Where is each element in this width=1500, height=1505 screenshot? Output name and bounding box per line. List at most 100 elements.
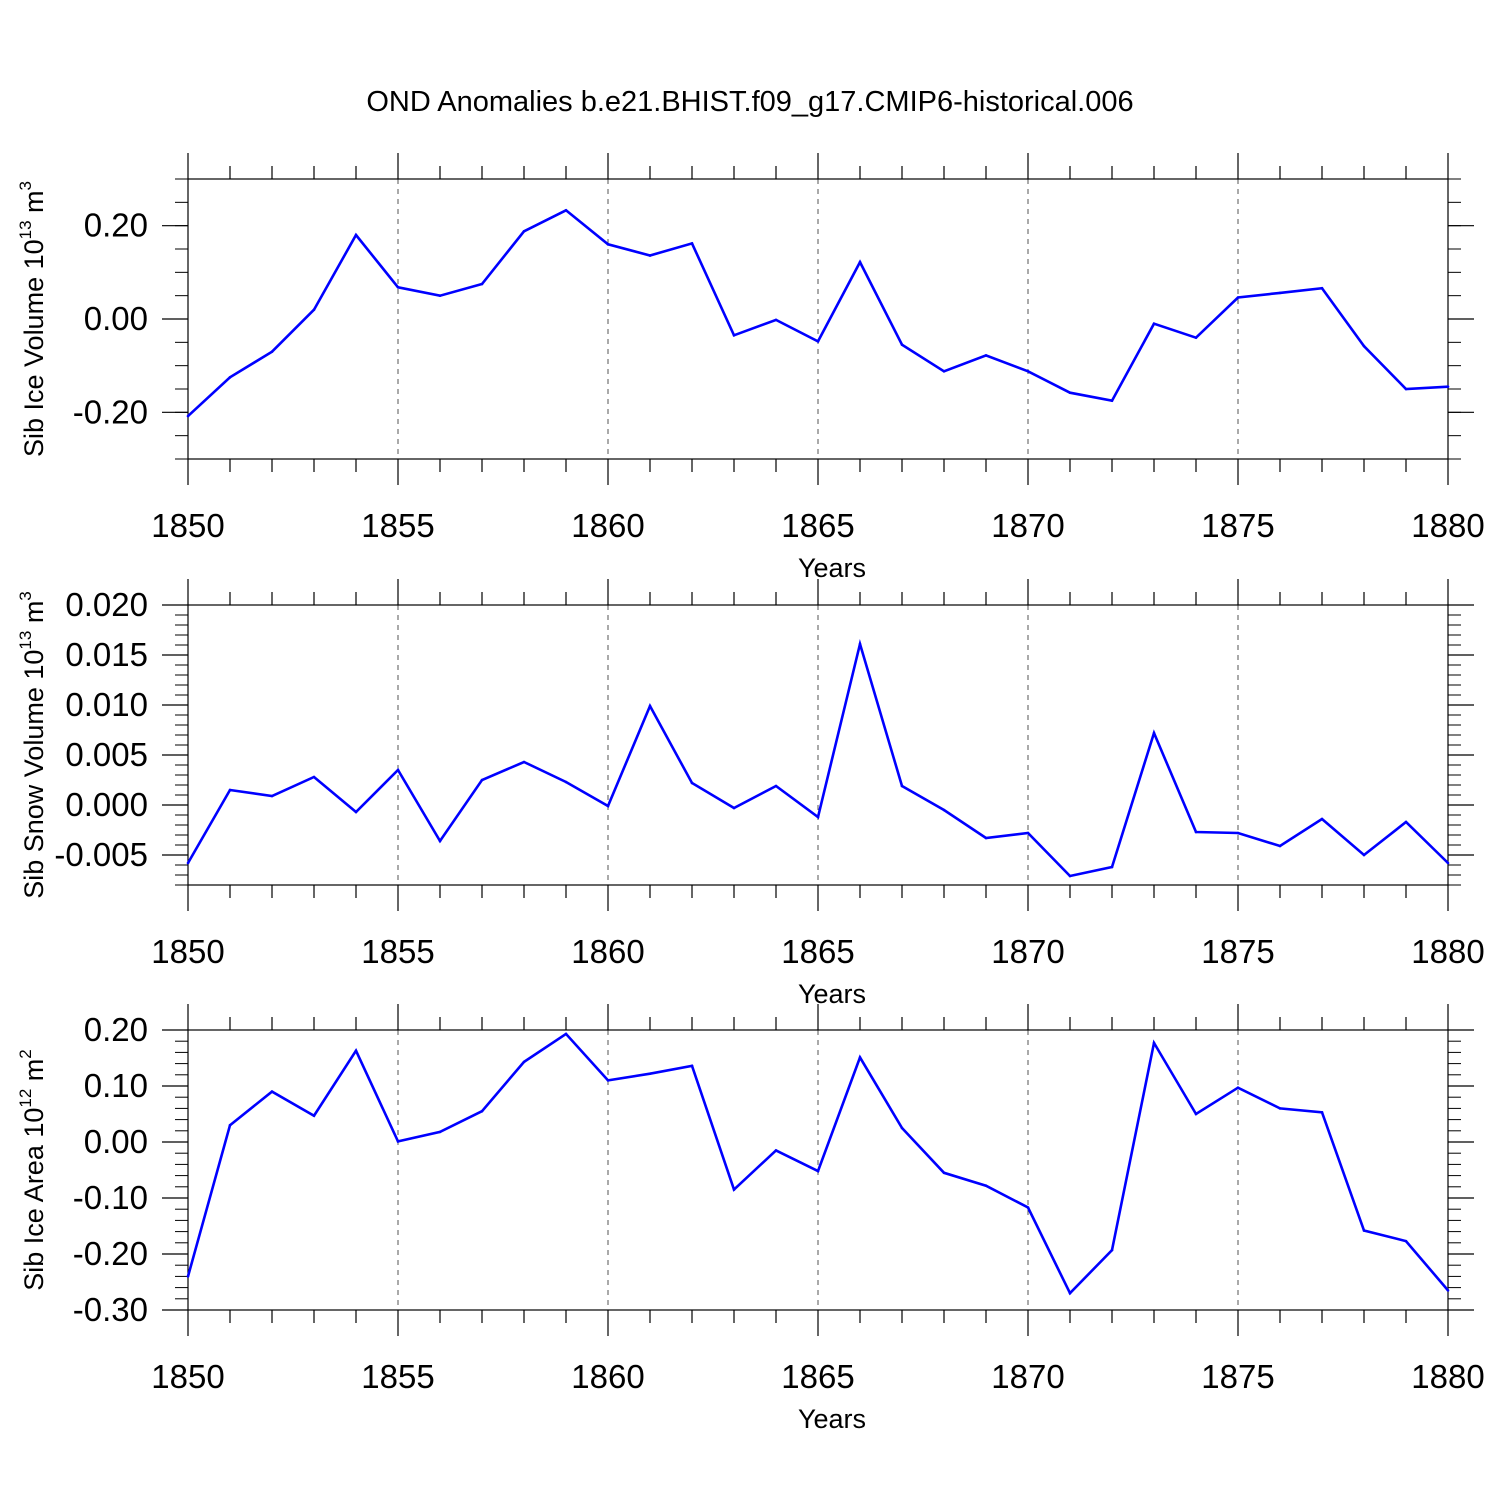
data-point	[186, 1275, 190, 1278]
x-tick-label: 1880	[1411, 1358, 1484, 1395]
chart-panel-1: 1850 1855 1860 1865 1870 1875 1880 -0.20 0.00 0.2…	[16, 153, 1485, 583]
data-point	[1404, 1239, 1408, 1243]
data-point	[564, 208, 568, 212]
data-point	[186, 861, 190, 865]
y-label-text: m	[19, 601, 49, 631]
data-point	[690, 781, 694, 785]
data-point	[1278, 1107, 1282, 1110]
data-point	[984, 836, 988, 840]
data-point	[1068, 391, 1072, 395]
data-point	[354, 1049, 358, 1053]
data-point	[774, 1149, 778, 1152]
y-label-superscript: 12	[16, 1089, 35, 1108]
data-point	[1446, 861, 1450, 865]
data-point	[816, 815, 820, 819]
data-point	[732, 334, 736, 337]
y-tick-label: 0.010	[65, 686, 148, 723]
x-tick-label: 1875	[1201, 1358, 1274, 1395]
data-point	[1026, 369, 1030, 373]
x-axis-label: Years	[798, 1404, 866, 1434]
data-point	[1152, 322, 1156, 325]
data-point	[1110, 865, 1114, 869]
data-point	[900, 784, 904, 788]
data-point	[1320, 286, 1324, 290]
x-tick-label: 1850	[151, 1358, 224, 1395]
x-tick-label: 1860	[571, 1358, 644, 1395]
data-point	[942, 808, 946, 812]
chart-panel-3: 1850 1855 1860 1865 1870 1875 1880 -0.30 -0.20 -0…	[16, 1004, 1485, 1434]
y-axis-label: Sib Ice Area 1012 m2	[16, 1049, 49, 1291]
data-point	[1110, 1248, 1114, 1252]
data-point	[1236, 831, 1240, 835]
y-label-text: Sib Snow Volume 10	[19, 650, 49, 899]
y-label-superscript: 2	[16, 1049, 35, 1058]
y-label-text: Sib Ice Area 10	[19, 1108, 49, 1291]
y-tick-label: 0.00	[84, 1123, 148, 1160]
y-tick-label: 0.015	[65, 636, 148, 673]
data-point	[816, 1169, 820, 1173]
data-point	[1404, 820, 1408, 824]
data-point	[648, 254, 652, 257]
data-point	[522, 760, 526, 764]
data-point	[774, 318, 778, 322]
y-tick-label: 0.00	[84, 300, 148, 337]
y-tick-label: 0.10	[84, 1067, 148, 1104]
data-point	[1026, 831, 1030, 835]
x-tick-label: 1855	[361, 507, 434, 544]
data-point	[648, 1072, 652, 1075]
data-point	[228, 1123, 232, 1127]
y-tick-label: 0.020	[65, 586, 148, 623]
data-point	[354, 810, 358, 814]
data-point	[690, 1064, 694, 1068]
x-tick-label: 1865	[781, 507, 854, 544]
data-point	[270, 350, 274, 353]
data-point	[816, 340, 820, 343]
figure-title: OND Anomalies b.e21.BHIST.f09_g17.CMIP6-…	[366, 86, 1134, 118]
x-tick-label: 1880	[1411, 933, 1484, 970]
data-point	[312, 1114, 316, 1117]
data-point	[606, 243, 610, 246]
data-point	[438, 1130, 442, 1134]
x-tick-label: 1860	[571, 933, 644, 970]
data-point	[1362, 1229, 1366, 1232]
data-point	[228, 788, 232, 792]
data-point	[1068, 874, 1072, 878]
data-point	[522, 229, 526, 233]
data-point	[186, 414, 190, 418]
data-point	[1152, 1041, 1156, 1045]
data-point	[1404, 387, 1408, 391]
y-label-superscript: 13	[16, 631, 35, 650]
data-point	[858, 260, 862, 264]
x-tick-label: 1870	[991, 933, 1064, 970]
data-point	[396, 768, 400, 772]
x-tick-label: 1855	[361, 1358, 434, 1395]
data-point	[984, 1184, 988, 1187]
y-tick-label: -0.10	[73, 1179, 148, 1216]
data-point	[774, 784, 778, 788]
data-point	[270, 794, 274, 798]
x-tick-label: 1870	[991, 507, 1064, 544]
data-point	[1362, 853, 1366, 857]
data-point	[1446, 1289, 1450, 1292]
y-label-superscript: 13	[16, 220, 35, 239]
data-point	[1446, 385, 1450, 388]
y-tick-label: -0.30	[73, 1291, 148, 1328]
x-tick-label: 1860	[571, 507, 644, 544]
x-tick-label: 1870	[991, 1358, 1064, 1395]
x-tick-label: 1875	[1201, 933, 1274, 970]
y-label-text: m	[19, 190, 49, 220]
data-point	[396, 285, 400, 289]
y-axis-label: Sib Ice Volume 1013 m3	[16, 181, 49, 457]
data-point	[480, 282, 484, 286]
data-point	[1194, 336, 1198, 339]
x-axis-label: Years	[798, 553, 866, 583]
data-point	[438, 294, 442, 297]
data-point	[1068, 1291, 1072, 1295]
data-point	[270, 1090, 274, 1093]
y-tick-label: -0.20	[73, 1235, 148, 1272]
data-point	[1278, 291, 1282, 295]
data-point	[480, 1109, 484, 1113]
data-point	[354, 233, 358, 237]
